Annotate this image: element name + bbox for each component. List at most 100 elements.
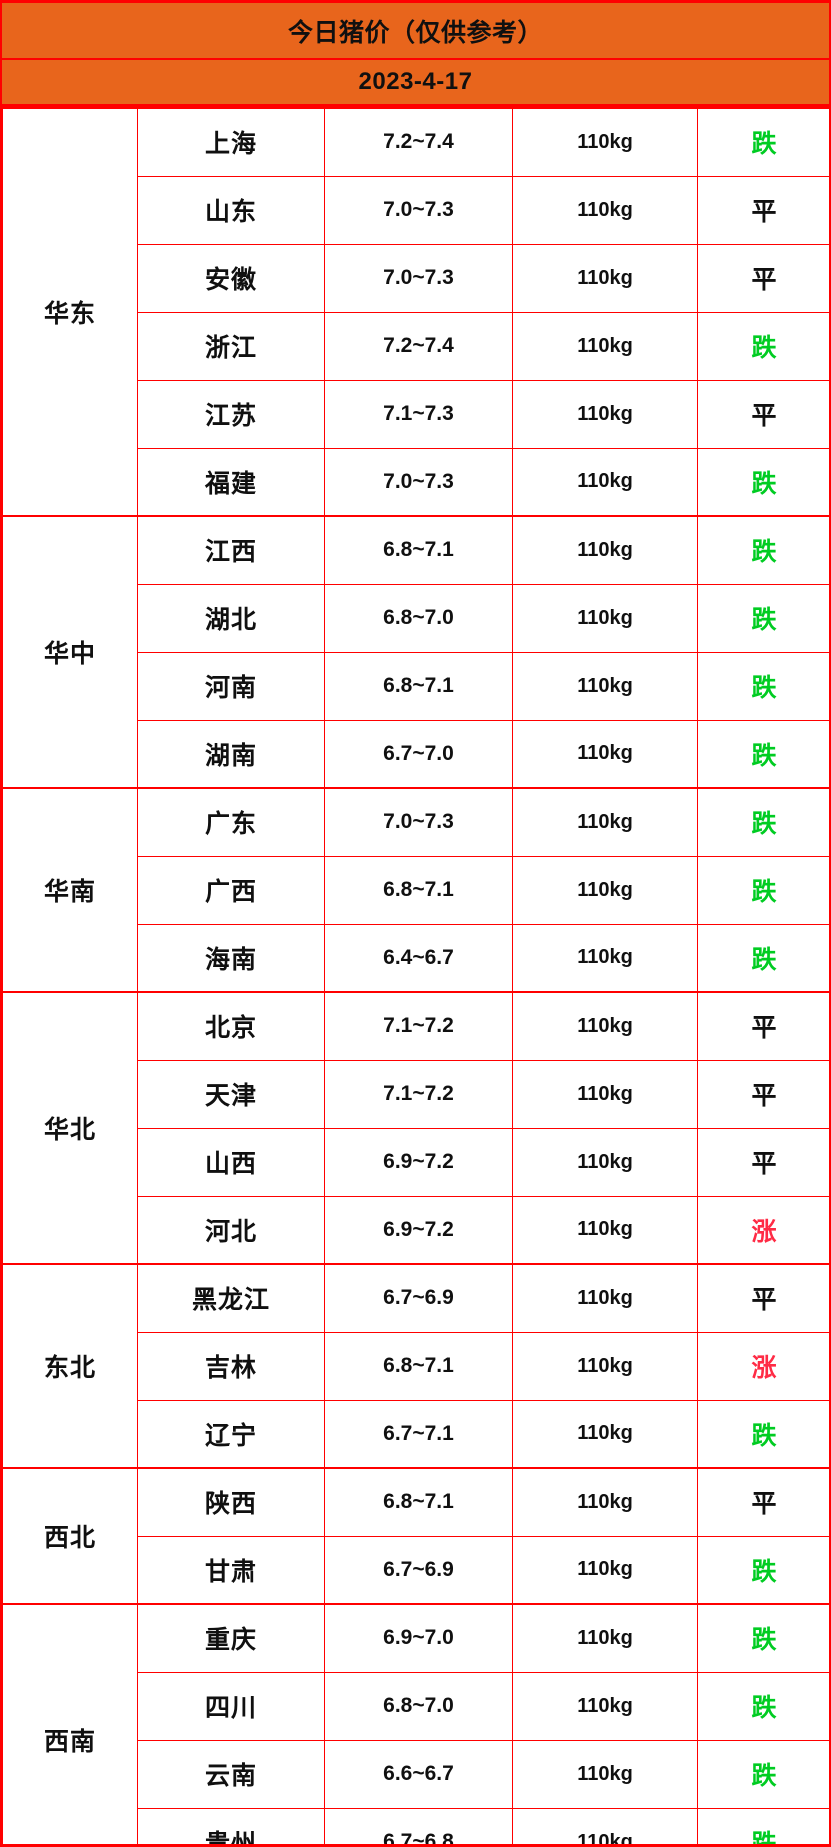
table-row: 湖南 6.7~7.0 110kg 跌: [3, 719, 829, 789]
trend-cell: 跌: [697, 1603, 829, 1673]
province-cell: 广东: [137, 787, 325, 857]
province-cell: 湖南: [137, 719, 325, 789]
trend-cell: 平: [697, 1263, 829, 1333]
trend-cell: 涨: [697, 1331, 829, 1401]
price-cell: 7.2~7.4: [324, 107, 513, 177]
table-row: 山东 7.0~7.3 110kg 平: [3, 175, 829, 245]
trend-cell: 跌: [697, 107, 829, 177]
weight-cell: 110kg: [512, 1127, 698, 1197]
price-cell: 7.1~7.2: [324, 1059, 513, 1129]
province-cell: 天津: [137, 1059, 325, 1129]
table-row: 江苏 7.1~7.3 110kg 平: [3, 379, 829, 449]
table-row: 辽宁 6.7~7.1 110kg 跌: [3, 1399, 829, 1469]
trend-cell: 跌: [697, 651, 829, 721]
price-cell: 6.9~7.2: [324, 1195, 513, 1265]
trend-cell: 跌: [697, 923, 829, 993]
trend-cell: 跌: [697, 1399, 829, 1469]
trend-cell: 跌: [697, 1535, 829, 1605]
province-cell: 广西: [137, 855, 325, 925]
page-title: 今日猪价（仅供参考）: [2, 3, 829, 60]
trend-cell: 平: [697, 1059, 829, 1129]
weight-cell: 110kg: [512, 855, 698, 925]
region-cell: 西南: [2, 1603, 138, 1844]
table-row: 湖北 6.8~7.0 110kg 跌: [3, 583, 829, 653]
report-date: 2023-4-17: [2, 60, 829, 107]
price-cell: 6.7~6.9: [324, 1263, 513, 1333]
trend-cell: 跌: [697, 311, 829, 381]
table-row: 华东 上海 7.2~7.4 110kg 跌: [2, 107, 829, 517]
region-cell: 华南: [2, 787, 138, 993]
trend-cell: 跌: [697, 583, 829, 653]
weight-cell: 110kg: [512, 583, 698, 653]
province-cell: 海南: [137, 923, 325, 993]
price-cell: 6.8~7.1: [324, 1467, 513, 1537]
price-cell: 7.1~7.2: [324, 991, 513, 1061]
weight-cell: 110kg: [512, 243, 698, 313]
trend-cell: 跌: [697, 787, 829, 857]
price-cell: 7.0~7.3: [324, 175, 513, 245]
price-cell: 6.6~6.7: [324, 1739, 513, 1809]
price-cell: 7.0~7.3: [324, 447, 513, 517]
weight-cell: 110kg: [512, 787, 698, 857]
province-cell: 北京: [137, 991, 325, 1061]
weight-cell: 110kg: [512, 651, 698, 721]
province-cell: 福建: [137, 447, 325, 517]
trend-cell: 平: [697, 991, 829, 1061]
province-cell: 山东: [137, 175, 325, 245]
table-row: 广西 6.8~7.1 110kg 跌: [3, 855, 829, 925]
province-cell: 甘肃: [137, 1535, 325, 1605]
trend-cell: 平: [697, 243, 829, 313]
province-cell: 黑龙江: [137, 1263, 325, 1333]
trend-cell: 跌: [697, 447, 829, 517]
province-cell: 吉林: [137, 1331, 325, 1401]
price-cell: 6.7~6.8: [324, 1807, 513, 1844]
price-cell: 6.9~7.2: [324, 1127, 513, 1197]
weight-cell: 110kg: [512, 1807, 698, 1844]
price-table: 华东 上海 7.2~7.4 110kg 跌山东 7.0~7.3 110kg 平安徽 7.0~7.…: [2, 107, 829, 1844]
weight-cell: 110kg: [512, 1535, 698, 1605]
price-cell: 6.8~7.1: [324, 855, 513, 925]
trend-cell: 跌: [697, 1807, 829, 1844]
trend-cell: 平: [697, 379, 829, 449]
table-row: 西南 重庆 6.9~7.0 110kg 跌: [2, 1603, 829, 1844]
table-row: 华北 北京 7.1~7.2 110kg 平: [2, 991, 829, 1265]
price-cell: 6.8~7.1: [324, 651, 513, 721]
weight-cell: 110kg: [512, 175, 698, 245]
province-cell: 山西: [137, 1127, 325, 1197]
price-cell: 6.8~7.0: [324, 583, 513, 653]
region-cell: 华北: [2, 991, 138, 1265]
weight-cell: 110kg: [512, 515, 698, 585]
weight-cell: 110kg: [512, 1467, 698, 1537]
weight-cell: 110kg: [512, 379, 698, 449]
weight-cell: 110kg: [512, 1263, 698, 1333]
table-row: 山西 6.9~7.2 110kg 平: [3, 1127, 829, 1197]
trend-cell: 跌: [697, 855, 829, 925]
province-cell: 河北: [137, 1195, 325, 1265]
weight-cell: 110kg: [512, 107, 698, 177]
trend-cell: 跌: [697, 1739, 829, 1809]
province-cell: 贵州: [137, 1807, 325, 1844]
table-row: 贵州 6.7~6.8 110kg 跌: [3, 1807, 829, 1844]
province-cell: 云南: [137, 1739, 325, 1809]
price-cell: 6.7~7.1: [324, 1399, 513, 1469]
province-cell: 浙江: [137, 311, 325, 381]
province-cell: 四川: [137, 1671, 325, 1741]
table-row: 华南 广东 7.0~7.3 110kg 跌: [2, 787, 829, 993]
table-row: 云南 6.6~6.7 110kg 跌: [3, 1739, 829, 1809]
table-row: 四川 6.8~7.0 110kg 跌: [3, 1671, 829, 1741]
price-cell: 6.7~6.9: [324, 1535, 513, 1605]
province-cell: 辽宁: [137, 1399, 325, 1469]
price-cell: 7.0~7.3: [324, 787, 513, 857]
region-cell: 华中: [2, 515, 138, 789]
region-cell: 西北: [2, 1467, 138, 1605]
province-cell: 江苏: [137, 379, 325, 449]
weight-cell: 110kg: [512, 719, 698, 789]
region-cell: 东北: [2, 1263, 138, 1469]
table-row: 甘肃 6.7~6.9 110kg 跌: [3, 1535, 829, 1605]
table-row: 河北 6.9~7.2 110kg 涨: [3, 1195, 829, 1265]
weight-cell: 110kg: [512, 311, 698, 381]
weight-cell: 110kg: [512, 1399, 698, 1469]
weight-cell: 110kg: [512, 1603, 698, 1673]
weight-cell: 110kg: [512, 447, 698, 517]
trend-cell: 跌: [697, 515, 829, 585]
